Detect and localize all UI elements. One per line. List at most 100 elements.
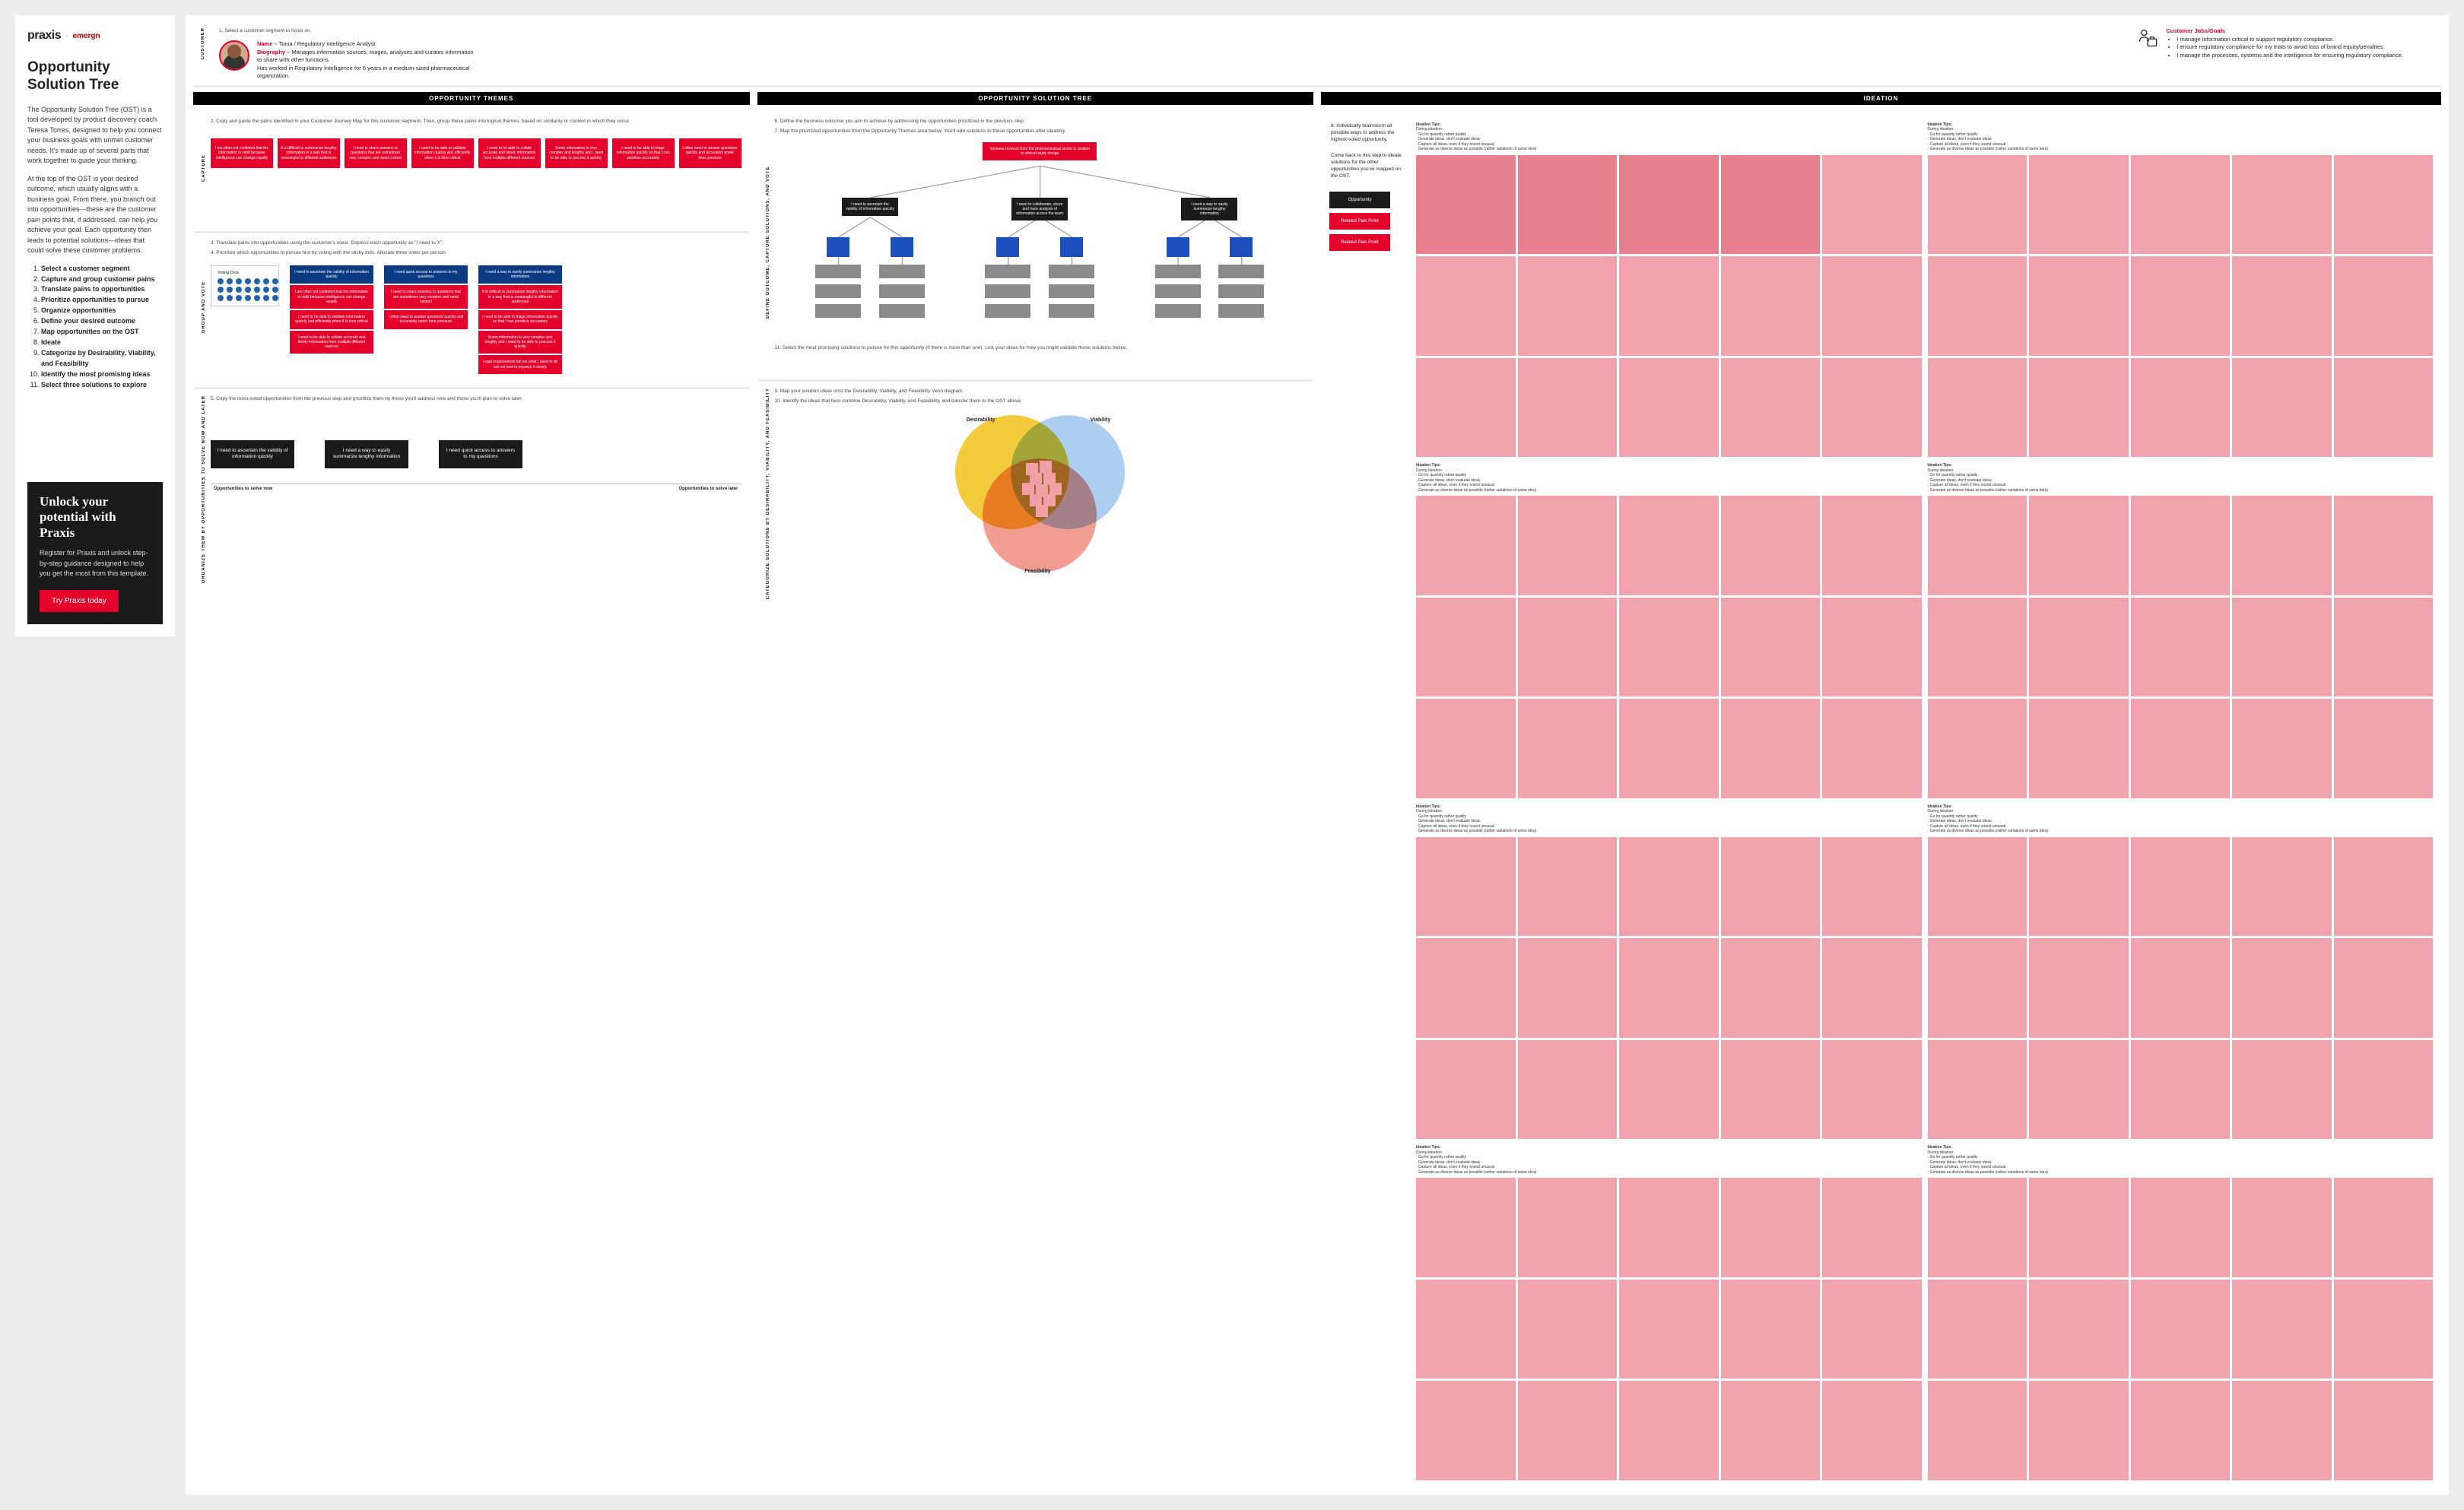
ideation-sticky[interactable] xyxy=(1822,1280,1922,1379)
opportunity-pain-card[interactable]: Some information is very complex and len… xyxy=(478,331,562,354)
ideation-sticky[interactable] xyxy=(1416,358,1516,458)
ost-experiment-node[interactable] xyxy=(1049,304,1094,318)
ideation-sticky[interactable] xyxy=(1518,938,1618,1038)
voting-dot[interactable] xyxy=(272,278,278,284)
ost-experiment-node[interactable] xyxy=(879,265,925,278)
ideation-sticky[interactable] xyxy=(1822,496,1922,595)
ideation-sticky[interactable] xyxy=(2232,256,2332,356)
ost-solution-node[interactable] xyxy=(1060,237,1083,257)
ideation-sticky[interactable] xyxy=(1928,598,2027,697)
ideation-sticky[interactable] xyxy=(2029,837,2129,937)
ideation-sticky[interactable] xyxy=(2232,1280,2332,1379)
voting-dot[interactable] xyxy=(236,295,242,301)
opportunity-pain-card[interactable]: It is difficult to summarize lengthy inf… xyxy=(478,285,562,309)
voting-dot[interactable] xyxy=(236,278,242,284)
ideation-sticky[interactable] xyxy=(2131,598,2231,697)
ideation-sticky[interactable] xyxy=(2334,155,2434,255)
ideation-sticky[interactable] xyxy=(2029,358,2129,458)
ideation-sticky[interactable] xyxy=(1518,1381,1618,1480)
ideation-sticky[interactable] xyxy=(1822,1381,1922,1480)
voting-dot[interactable] xyxy=(254,278,260,284)
ost-solution-node[interactable] xyxy=(891,237,913,257)
ideation-sticky[interactable] xyxy=(2334,256,2434,356)
opportunity-pain-card[interactable]: I need to share answers to questions tha… xyxy=(384,285,468,309)
ideation-sticky[interactable] xyxy=(1822,1040,1922,1140)
ideation-sticky[interactable] xyxy=(1928,1381,2027,1480)
voting-dot[interactable] xyxy=(263,295,269,301)
voting-dot[interactable] xyxy=(263,287,269,293)
voting-dot[interactable] xyxy=(227,278,233,284)
opportunity-pain-card[interactable]: I need to be able to collate accurate an… xyxy=(290,331,373,354)
ost-experiment-node[interactable] xyxy=(1218,265,1264,278)
ideation-sticky[interactable] xyxy=(1721,256,1821,356)
ideation-sticky[interactable] xyxy=(2334,496,2434,595)
ideation-sticky[interactable] xyxy=(2232,155,2332,255)
ideation-sticky[interactable] xyxy=(2029,699,2129,798)
venn-sticky[interactable] xyxy=(1022,483,1034,495)
ideation-sticky[interactable] xyxy=(1721,358,1821,458)
ideation-sticky[interactable] xyxy=(1721,155,1821,255)
voting-dot[interactable] xyxy=(245,287,251,293)
ideation-sticky[interactable] xyxy=(1822,256,1922,356)
voting-dot[interactable] xyxy=(245,278,251,284)
ideation-sticky[interactable] xyxy=(1619,1280,1719,1379)
ideation-sticky[interactable] xyxy=(1416,1040,1516,1140)
ost-experiment-node[interactable] xyxy=(985,284,1030,298)
opportunity-head-card[interactable]: I need a way to easily summarize lengthy… xyxy=(478,265,562,284)
ideation-sticky[interactable] xyxy=(1928,358,2027,458)
ideation-sticky[interactable] xyxy=(1822,358,1922,458)
ideation-sticky[interactable] xyxy=(1619,1178,1719,1277)
ideation-sticky[interactable] xyxy=(2131,699,2231,798)
venn-sticky[interactable] xyxy=(1036,505,1048,517)
ideation-sticky[interactable] xyxy=(1619,938,1719,1038)
ost-experiment-node[interactable] xyxy=(815,265,861,278)
ideation-sticky[interactable] xyxy=(2131,1280,2231,1379)
ideation-sticky[interactable] xyxy=(2232,1178,2332,1277)
promising-pain-1[interactable]: Related Pain Point xyxy=(1329,213,1390,230)
ideation-sticky[interactable] xyxy=(1518,1178,1618,1277)
ideation-sticky[interactable] xyxy=(2334,1178,2434,1277)
ideation-sticky[interactable] xyxy=(1721,1280,1821,1379)
ideation-sticky[interactable] xyxy=(1416,699,1516,798)
voting-dot[interactable] xyxy=(272,287,278,293)
ideation-sticky[interactable] xyxy=(1518,598,1618,697)
voting-dot[interactable] xyxy=(227,287,233,293)
now-opportunity-card[interactable]: I need a way to easily summarize lengthy… xyxy=(325,440,408,468)
ideation-sticky[interactable] xyxy=(2232,699,2332,798)
voting-dot[interactable] xyxy=(254,287,260,293)
ideation-sticky[interactable] xyxy=(1518,1280,1618,1379)
ideation-sticky[interactable] xyxy=(2131,1040,2231,1140)
ideation-sticky[interactable] xyxy=(2334,1381,2434,1480)
now-opportunity-card[interactable]: I need to ascertain the validity of info… xyxy=(211,440,294,468)
ideation-sticky[interactable] xyxy=(1619,1381,1719,1480)
ost-experiment-node[interactable] xyxy=(879,304,925,318)
ideation-sticky[interactable] xyxy=(2232,598,2332,697)
ideation-sticky[interactable] xyxy=(1518,837,1618,937)
ost-experiment-node[interactable] xyxy=(879,284,925,298)
ideation-sticky[interactable] xyxy=(2131,155,2231,255)
ideation-sticky[interactable] xyxy=(2029,598,2129,697)
ideation-sticky[interactable] xyxy=(1416,598,1516,697)
ideation-sticky[interactable] xyxy=(2334,358,2434,458)
pain-card[interactable]: I need to share answers to questions tha… xyxy=(345,138,407,169)
ideation-sticky[interactable] xyxy=(2131,1178,2231,1277)
ideation-sticky[interactable] xyxy=(1619,358,1719,458)
ost-opportunity-node[interactable]: I need to collaborate, share and track a… xyxy=(1011,198,1068,220)
ideation-sticky[interactable] xyxy=(1619,496,1719,595)
ideation-sticky[interactable] xyxy=(2131,1381,2231,1480)
promising-opportunity[interactable]: Opportunity xyxy=(1329,192,1390,208)
ideation-sticky[interactable] xyxy=(1416,938,1516,1038)
ideation-sticky[interactable] xyxy=(1619,155,1719,255)
ideation-sticky[interactable] xyxy=(1721,1178,1821,1277)
ost-solution-node[interactable] xyxy=(996,237,1019,257)
ost-experiment-node[interactable] xyxy=(1218,304,1264,318)
ost-experiment-node[interactable] xyxy=(1155,284,1201,298)
ideation-sticky[interactable] xyxy=(1619,1040,1719,1140)
ideation-sticky[interactable] xyxy=(2029,496,2129,595)
ideation-sticky[interactable] xyxy=(2334,1280,2434,1379)
promising-pain-2[interactable]: Related Pain Point xyxy=(1329,234,1390,251)
ideation-sticky[interactable] xyxy=(1721,496,1821,595)
ost-experiment-node[interactable] xyxy=(1049,284,1094,298)
pain-card[interactable]: I often need to answer questions quickly… xyxy=(679,138,741,169)
ideation-sticky[interactable] xyxy=(1518,358,1618,458)
